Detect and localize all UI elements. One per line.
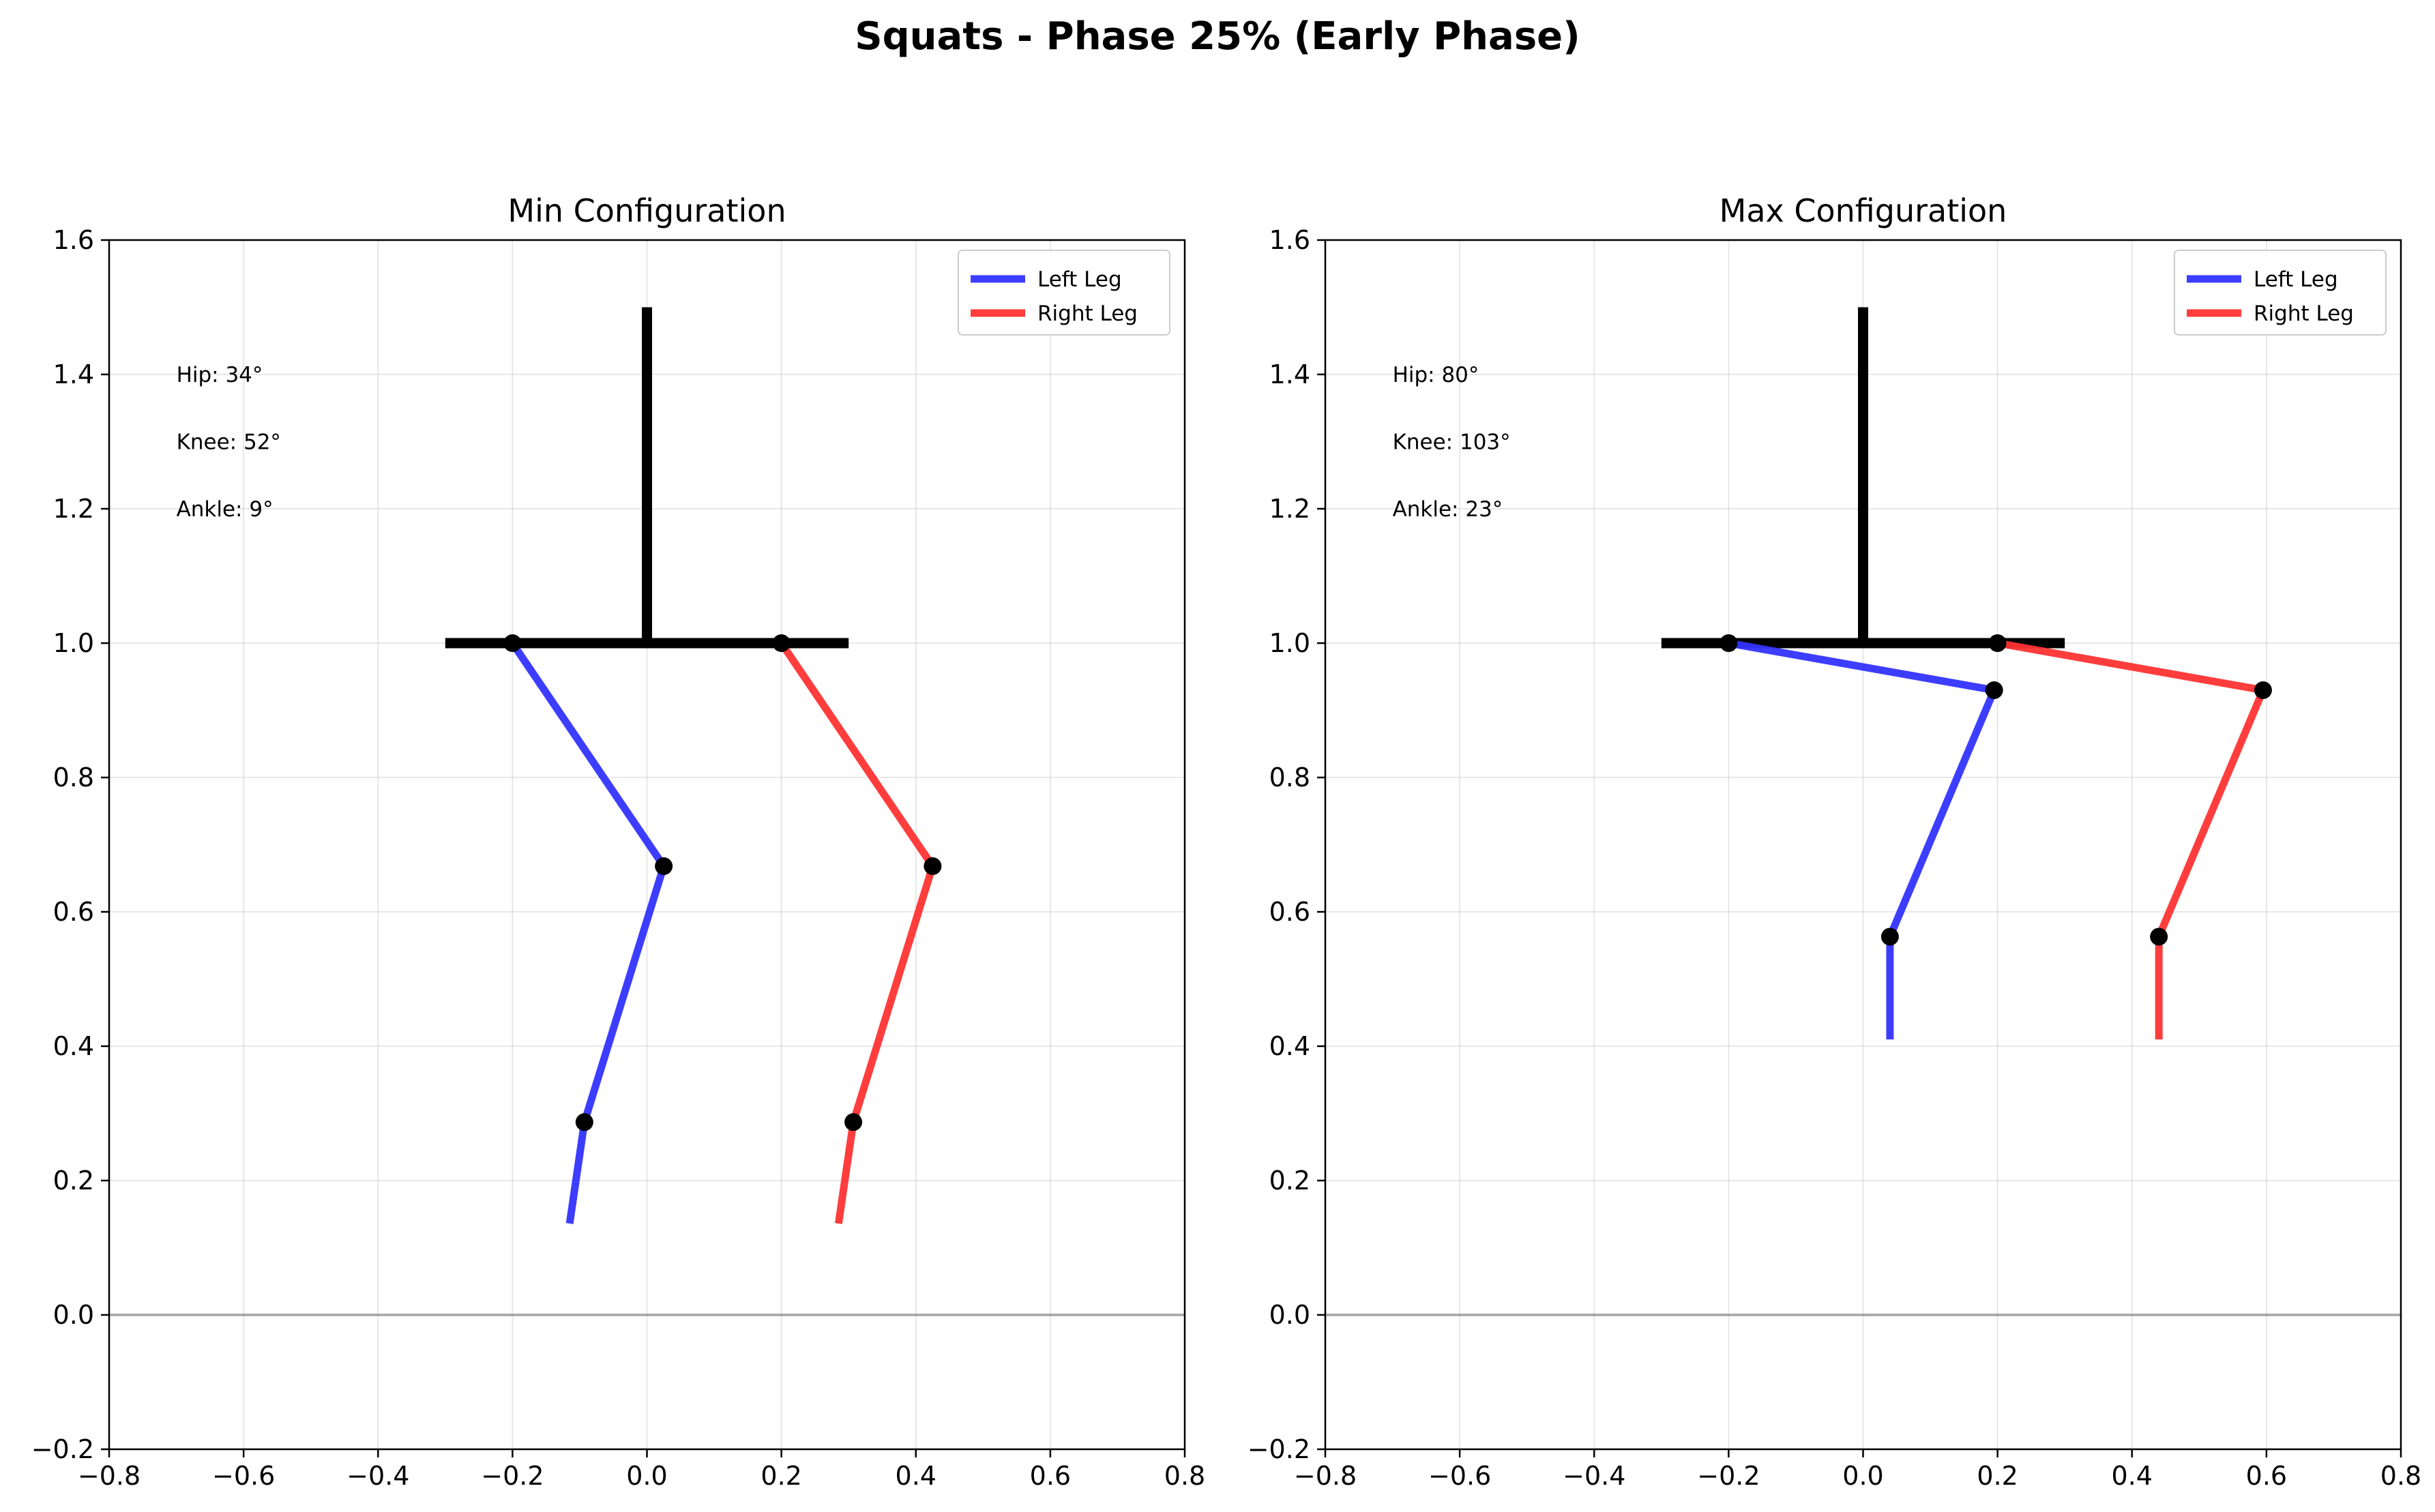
x-tick-label: 0.8	[1164, 1461, 1205, 1491]
angle-annotation: Knee: 103°	[1393, 430, 1511, 455]
x-tick-label: −0.4	[346, 1461, 409, 1491]
x-tick-label: −0.2	[1697, 1461, 1760, 1491]
angle-annotation: Hip: 80°	[1393, 363, 1479, 387]
x-tick-label: −0.6	[1428, 1461, 1491, 1491]
y-tick-label: 0.4	[1269, 1031, 1310, 1061]
angle-annotation: Knee: 52°	[177, 430, 281, 455]
angle-annotation: Hip: 34°	[177, 363, 263, 387]
y-tick-label: 0.8	[1269, 762, 1310, 792]
right-leg-joint-marker	[1988, 634, 2007, 652]
y-tick-label: 0.6	[53, 897, 94, 927]
x-tick-label: 0.4	[896, 1461, 936, 1491]
x-tick-label: 0.6	[2246, 1461, 2287, 1491]
angle-annotation: Ankle: 9°	[177, 497, 274, 522]
left-leg-line	[1728, 639, 1998, 1040]
left-leg-joint-marker	[655, 857, 673, 876]
axes-panel-2: −0.8 −0.6 −0.4 −0.2 0.0 0.2 0.4 0.6 0.8 −0.2 0.0 0.…	[1248, 192, 2422, 1491]
x-tick-label: 0.6	[1030, 1461, 1071, 1491]
x-tick-label: −0.8	[78, 1461, 141, 1491]
right-leg-joint-marker	[844, 1113, 863, 1131]
right-leg-joint-marker	[772, 634, 791, 652]
x-tick-label: 0.4	[2112, 1461, 2153, 1491]
x-tick-label: −0.8	[1294, 1461, 1357, 1491]
x-tick-label: 0.0	[1842, 1461, 1883, 1491]
legend: Left Leg Right Leg	[958, 250, 1170, 336]
y-tick-label: 1.4	[1269, 359, 1310, 389]
axes-panel-1: −0.8 −0.6 −0.4 −0.2 0.0 0.2 0.4 0.6 0.8 −0.2 0.0 0.…	[31, 192, 1206, 1491]
y-tick-label: −0.2	[1248, 1434, 1310, 1464]
y-tick-label: 0.0	[1269, 1300, 1310, 1330]
y-tick-label: −0.2	[31, 1434, 94, 1464]
right-leg-line	[778, 640, 936, 1224]
x-tick-label: 0.2	[761, 1461, 801, 1491]
left-leg-joint-marker	[1985, 681, 2003, 699]
left-leg-line	[509, 640, 668, 1224]
y-tick-label: 0.2	[53, 1166, 94, 1196]
right-leg-line	[1996, 639, 2267, 1040]
y-tick-label: 1.2	[53, 494, 94, 524]
axes-title: Min Configuration	[507, 192, 786, 229]
legend-label-right-leg: Right Leg	[2254, 301, 2354, 326]
left-leg-joint-marker	[1720, 634, 1738, 652]
x-tick-label: −0.2	[481, 1461, 544, 1491]
right-leg-joint-marker	[2150, 928, 2168, 946]
legend-label-left-leg: Left Leg	[2254, 267, 2338, 292]
left-leg-joint-marker	[503, 634, 522, 652]
figure-title: Squats - Phase 25% (Early Phase)	[855, 14, 1580, 59]
y-tick-label: 1.0	[53, 628, 94, 658]
y-tick-label: 0.6	[1269, 897, 1310, 927]
angle-annotation: Ankle: 23°	[1393, 497, 1503, 522]
legend-label-right-leg: Right Leg	[1037, 301, 1138, 326]
x-tick-label: 0.2	[1977, 1461, 2018, 1491]
x-tick-label: −0.6	[212, 1461, 275, 1491]
left-leg-joint-marker	[575, 1113, 593, 1131]
y-tick-label: 0.8	[53, 762, 94, 792]
y-tick-label: 0.4	[53, 1031, 94, 1061]
x-tick-label: 0.0	[626, 1461, 667, 1491]
y-tick-label: 0.0	[53, 1300, 94, 1330]
y-tick-label: 1.6	[1269, 225, 1310, 255]
y-tick-label: 1.0	[1269, 628, 1310, 658]
right-leg-joint-marker	[924, 857, 942, 876]
y-tick-label: 1.2	[1269, 494, 1310, 524]
axes-title: Max Configuration	[1720, 192, 2007, 229]
x-tick-label: 0.8	[2380, 1461, 2421, 1491]
y-tick-label: 0.2	[1269, 1166, 1310, 1196]
y-tick-label: 1.6	[53, 225, 94, 255]
x-tick-label: −0.4	[1563, 1461, 1625, 1491]
legend: Left Leg Right Leg	[2174, 250, 2387, 336]
y-tick-label: 1.4	[53, 359, 94, 389]
right-leg-joint-marker	[2254, 681, 2272, 699]
legend-label-left-leg: Left Leg	[1037, 267, 1122, 292]
left-leg-joint-marker	[1880, 928, 1899, 946]
